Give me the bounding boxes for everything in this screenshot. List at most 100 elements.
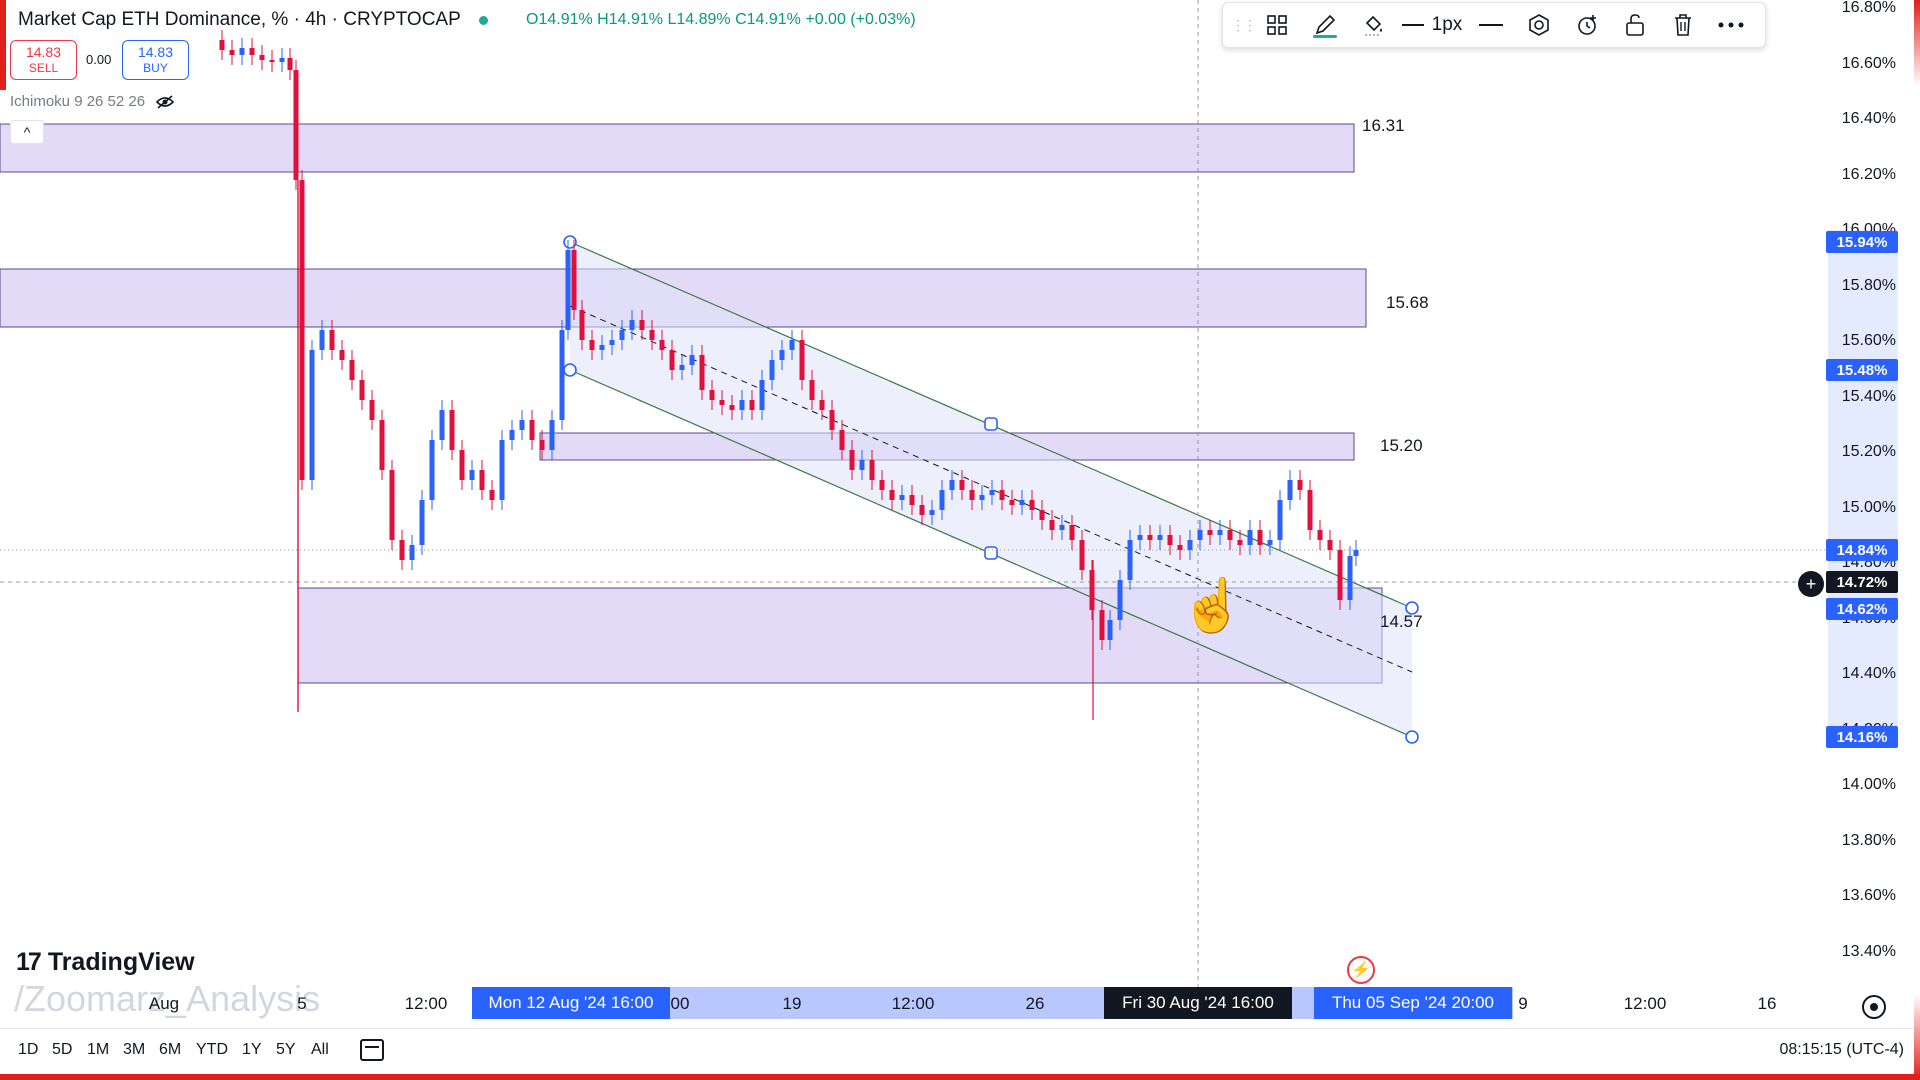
alert-clock-icon[interactable] — [1563, 5, 1611, 45]
axis-settings-icon[interactable] — [1862, 995, 1886, 1019]
candle-body — [539, 440, 545, 450]
range-1y-button[interactable]: 1Y — [242, 1041, 262, 1058]
candle-body — [619, 330, 625, 340]
candle-body — [1039, 510, 1045, 520]
time-tag-end: Thu 05 Sep '24 20:00 — [1314, 987, 1512, 1019]
candle-body — [419, 500, 425, 545]
range-1d-button[interactable]: 1D — [18, 1041, 39, 1058]
time-tick: Aug — [148, 994, 180, 1013]
range-all-button[interactable]: All — [311, 1041, 329, 1058]
hand-cursor-icon: ☝ — [1180, 577, 1245, 635]
time-tick: 9 — [1518, 994, 1528, 1013]
sell-button[interactable]: 14.83 SELL — [10, 40, 77, 80]
candle-body — [369, 400, 375, 420]
pencil-icon[interactable] — [1301, 5, 1349, 45]
lock-icon[interactable] — [1611, 5, 1659, 45]
flash-icon[interactable]: ⚡ — [1347, 956, 1375, 984]
zone-label-14-57: 14.57 — [1380, 612, 1423, 631]
candle-body — [489, 490, 495, 500]
candle-body — [1237, 540, 1243, 545]
time-tick: 26 — [1025, 994, 1045, 1013]
candle-body — [1157, 535, 1163, 540]
candle-body — [1347, 556, 1353, 600]
candle-body — [1117, 580, 1123, 620]
frame-edge — [0, 1074, 1920, 1080]
tradingview-brand[interactable]: 17 TradingView — [16, 948, 195, 977]
visibility-icon[interactable] — [1515, 5, 1563, 45]
time-tick: 19 — [782, 994, 802, 1013]
candle-body — [739, 400, 745, 410]
candle-body — [509, 430, 515, 440]
candle-body — [1099, 610, 1105, 640]
buy-label: BUY — [143, 61, 168, 75]
candle-body — [359, 380, 365, 400]
candle-body — [389, 470, 395, 540]
range-3m-button[interactable]: 3M — [123, 1041, 146, 1058]
symbol-header[interactable]: Market Cap ETH Dominance, % · 4h · CRYPT… — [18, 9, 488, 31]
time-tick: 12:00 — [1623, 994, 1667, 1013]
chevron-up-icon: ^ — [23, 124, 31, 140]
price-axis-label: 14.40% — [1841, 665, 1896, 682]
candle-body — [839, 430, 845, 450]
candle-body — [1207, 530, 1213, 535]
candle-body — [589, 340, 595, 350]
candle-body — [1187, 540, 1193, 550]
fill-bucket-icon[interactable] — [1349, 5, 1397, 45]
pencil-color-swatch — [1313, 35, 1337, 38]
candle-body — [1009, 500, 1015, 505]
line-width-button[interactable]: 1px — [1397, 5, 1467, 45]
watermark-text: /Zoomarz_Analysis — [14, 978, 321, 1019]
candle-body — [959, 480, 965, 490]
range-1m-button[interactable]: 1M — [87, 1041, 110, 1058]
candle-body — [571, 250, 577, 310]
buy-button[interactable]: 14.83 BUY — [122, 40, 189, 80]
candle-body — [1137, 535, 1143, 540]
price-axis-label: 15.00% — [1841, 498, 1896, 516]
candle-body — [519, 420, 525, 430]
candle-body — [299, 180, 305, 480]
candle-body — [529, 420, 535, 440]
calendar-icon[interactable] — [360, 1039, 384, 1061]
ohlc-readout: O14.91% H14.91% L14.89% C14.91% +0.00 (+… — [526, 11, 916, 29]
candle-body — [1029, 500, 1035, 510]
channel-anchor-handle — [563, 235, 577, 249]
candle-body — [1257, 530, 1263, 545]
template-grid-icon[interactable] — [1253, 5, 1301, 45]
candle-body — [1287, 480, 1293, 500]
candle-body — [949, 480, 955, 490]
drag-handle-icon[interactable]: ⋮⋮ — [1231, 16, 1257, 33]
candle-body — [1353, 550, 1359, 556]
candle-body — [829, 410, 835, 430]
candle-body — [929, 510, 935, 515]
candle-body — [769, 360, 775, 380]
candle-body — [919, 505, 925, 515]
range-5d-button[interactable]: 5D — [52, 1041, 73, 1058]
candle-body — [439, 410, 445, 440]
trash-icon[interactable] — [1659, 5, 1707, 45]
time-tick: 16 — [1757, 994, 1777, 1013]
hidden-eye-icon[interactable] — [155, 94, 175, 110]
candle-body — [1127, 540, 1133, 580]
candle-body — [989, 490, 995, 495]
candle-body — [1327, 540, 1333, 550]
channel-anchor-handle — [1405, 730, 1419, 744]
add-alert-plus-icon[interactable]: + — [1798, 571, 1824, 597]
indicator-legend[interactable]: Ichimoku 9 26 52 26 — [10, 93, 175, 110]
candle-body — [1049, 520, 1055, 530]
candle-body — [859, 460, 865, 470]
price-axis-label: 13.60% — [1841, 887, 1896, 904]
candle-body — [889, 490, 895, 500]
zone-label-15-20: 15.20 — [1380, 436, 1423, 455]
line-dash-icon[interactable] — [1467, 5, 1515, 45]
range-6m-button[interactable]: 6M — [159, 1041, 182, 1058]
candle-body — [565, 250, 571, 330]
price-axis-label: 13.40% — [1841, 942, 1896, 960]
more-icon[interactable] — [1707, 5, 1755, 45]
collapse-legend-button[interactable]: ^ — [10, 120, 44, 144]
range-ytd-button[interactable]: YTD — [196, 1041, 228, 1058]
candle-body — [229, 50, 235, 55]
channel-mid-handle — [984, 417, 998, 431]
range-5y-button[interactable]: 5Y — [276, 1041, 296, 1058]
bottom-toolbar: 1D 5D 1M 3M 6M YTD 1Y 5Y All — [0, 1028, 1920, 1072]
chart-canvas[interactable] — [0, 0, 1920, 990]
